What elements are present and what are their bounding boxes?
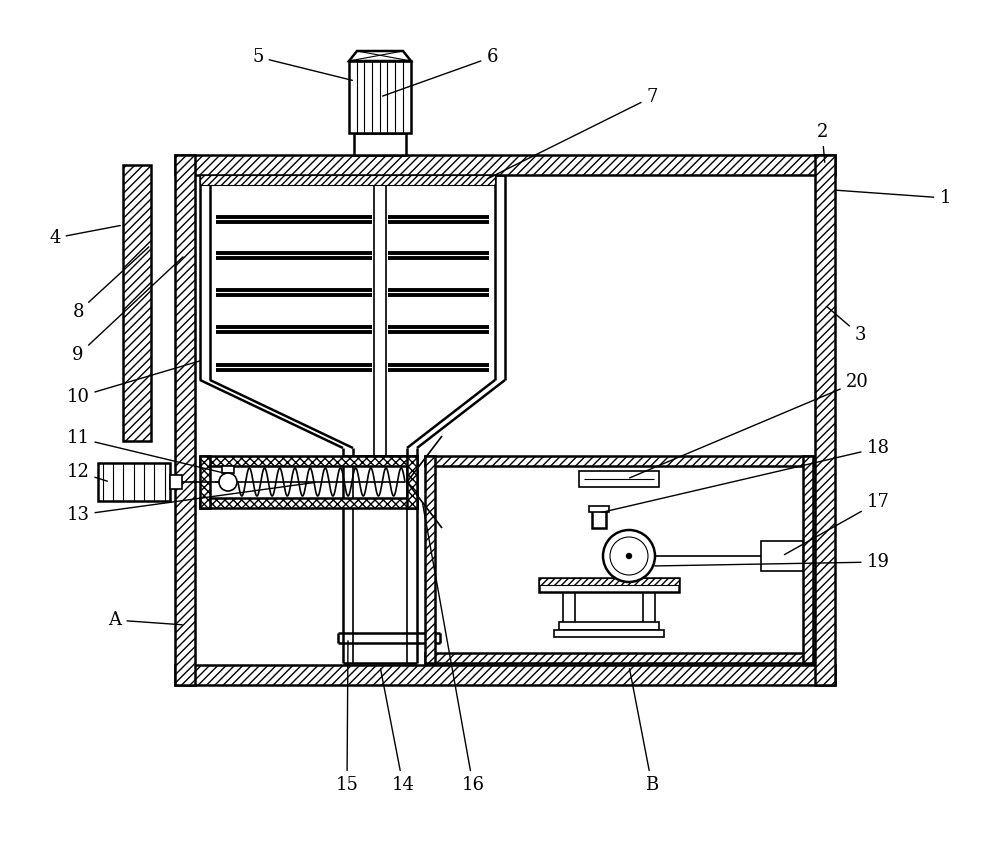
Text: 10: 10 bbox=[66, 361, 200, 406]
Text: 17: 17 bbox=[784, 493, 889, 554]
Circle shape bbox=[610, 537, 648, 575]
Polygon shape bbox=[407, 456, 417, 508]
Bar bbox=[170, 475, 182, 489]
Text: 5: 5 bbox=[252, 48, 352, 80]
Text: 2: 2 bbox=[816, 123, 828, 162]
Bar bbox=[554, 630, 664, 637]
Bar bbox=[354, 133, 406, 155]
Bar bbox=[579, 471, 659, 487]
Polygon shape bbox=[175, 155, 835, 175]
Text: 4: 4 bbox=[49, 226, 120, 247]
Bar bbox=[210, 466, 417, 498]
Bar bbox=[589, 506, 609, 512]
Circle shape bbox=[603, 530, 655, 582]
Bar bbox=[435, 466, 803, 653]
Text: 16: 16 bbox=[422, 503, 484, 794]
Text: A: A bbox=[108, 611, 182, 629]
Text: 1: 1 bbox=[836, 189, 951, 207]
Polygon shape bbox=[425, 456, 813, 466]
Text: 18: 18 bbox=[602, 439, 890, 512]
Bar bbox=[349, 61, 411, 133]
Bar bbox=[592, 510, 606, 528]
Text: 7: 7 bbox=[487, 88, 658, 179]
Polygon shape bbox=[200, 498, 417, 508]
Bar bbox=[98, 463, 170, 501]
Text: 20: 20 bbox=[630, 373, 868, 478]
Circle shape bbox=[626, 554, 632, 559]
Polygon shape bbox=[803, 456, 813, 663]
Bar bbox=[643, 592, 655, 630]
Bar bbox=[761, 541, 803, 571]
Polygon shape bbox=[200, 175, 505, 185]
Text: 6: 6 bbox=[383, 48, 498, 96]
Polygon shape bbox=[425, 456, 435, 663]
Polygon shape bbox=[200, 456, 210, 508]
Polygon shape bbox=[425, 653, 813, 663]
Text: 8: 8 bbox=[72, 247, 149, 321]
Polygon shape bbox=[123, 165, 151, 441]
Text: 12: 12 bbox=[67, 463, 107, 481]
Text: 11: 11 bbox=[66, 429, 225, 474]
Text: 15: 15 bbox=[336, 641, 358, 794]
Bar bbox=[559, 622, 659, 630]
Circle shape bbox=[219, 473, 237, 491]
Polygon shape bbox=[349, 51, 411, 61]
Polygon shape bbox=[175, 665, 835, 685]
Polygon shape bbox=[539, 578, 679, 585]
Text: B: B bbox=[630, 669, 659, 794]
Text: 13: 13 bbox=[66, 482, 315, 524]
Bar bbox=[195, 175, 815, 665]
Bar bbox=[222, 466, 234, 473]
Bar bbox=[539, 578, 679, 592]
Text: 14: 14 bbox=[381, 669, 414, 794]
Polygon shape bbox=[200, 456, 417, 466]
Text: 19: 19 bbox=[655, 553, 890, 571]
Text: 3: 3 bbox=[827, 307, 866, 344]
Polygon shape bbox=[815, 155, 835, 685]
Text: 9: 9 bbox=[72, 257, 183, 364]
Bar bbox=[563, 592, 575, 630]
Polygon shape bbox=[175, 155, 195, 685]
